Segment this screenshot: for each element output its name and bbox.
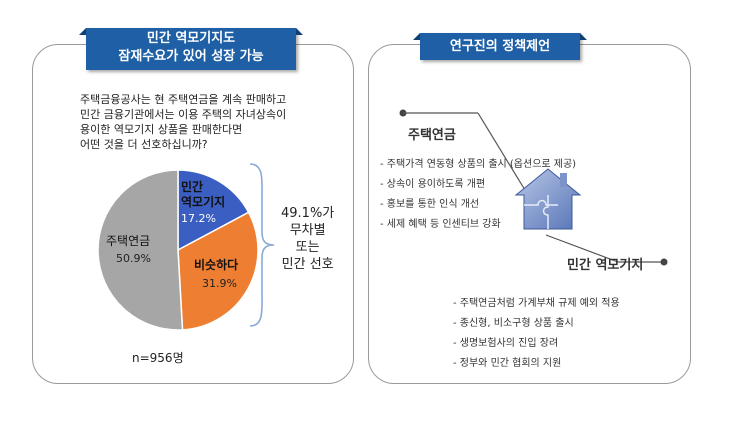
pie-slice-private [177, 169, 250, 252]
survey-question: 주택금융공사는 현 주택연금을 계속 판매하고 민간 금융기관에서는 이용 주택… [80, 92, 345, 152]
question-line: 용이한 역모기지 상품을 판매한다면 [80, 123, 243, 136]
slice-label-private: 민간 역모기지 [181, 180, 225, 210]
brace-line4: 민간 선호 [281, 257, 334, 272]
connector-lines [399, 109, 668, 266]
list-item: - 세제 혜택 등 인센티브 강화 [380, 219, 501, 230]
list-item: - 주택연금처럼 가계부채 규제 예외 적용 [453, 298, 620, 309]
list-item: - 홍보를 통한 인식 개선 [380, 199, 480, 210]
slice-label-private-line1: 민간 [181, 180, 204, 194]
list-item: - 정부와 민간 협회의 지원 [453, 358, 562, 369]
pie-slice-pension [97, 169, 184, 331]
list-item: - 상속이 용이하도록 개편 [380, 179, 486, 190]
brace-line1: 49.1%가 [281, 206, 335, 221]
right-banner: 연구진의 정책제언 [413, 33, 587, 60]
question-line: 민간 금융기관에서는 이용 주택의 자녀상속이 [80, 108, 287, 121]
section-title-private: 민간 역모기지 [567, 258, 644, 273]
sample-size: n=956명 [132, 351, 184, 365]
slice-label-similar: 비슷하다 [194, 258, 239, 272]
right-panel [368, 44, 691, 384]
left-banner-line1: 민간 역모기지도 [146, 31, 236, 46]
left-banner-line2: 잠재수요가 있어 성장 가능 [118, 49, 264, 64]
slice-label-pension: 주택연금 [106, 234, 151, 248]
curly-brace [249, 163, 275, 327]
pension-recommendations: - 주택가격 연동형 상품의 출시 (옵션으로 제공) - 상속이 용이하도록 … [380, 155, 576, 235]
brace-line2: 무차별 [289, 223, 326, 238]
house-puzzle-icon [514, 168, 582, 230]
list-item: - 종신형, 비소구형 상품 출시 [453, 318, 574, 329]
pie-slice-similar [177, 211, 259, 331]
section-title-pension: 주택연금 [408, 128, 456, 143]
left-banner: 민간 역모기지도 잠재수요가 있어 성장 가능 [79, 28, 303, 70]
question-line: 주택금융공사는 현 주택연금을 계속 판매하고 [80, 93, 287, 106]
slice-pct-pension: 50.9% [116, 252, 151, 265]
brace-annotation: 49.1%가 무차별 또는 민간 선호 [281, 205, 334, 273]
slice-pct-similar: 31.9% [202, 277, 237, 290]
list-item: - 생명보험사의 진입 장려 [453, 338, 559, 349]
brace-line3: 또는 [295, 240, 320, 255]
pie-chart [97, 169, 259, 331]
private-recommendations: - 주택연금처럼 가계부채 규제 예외 적용 - 종신형, 비소구형 상품 출시… [453, 294, 620, 374]
list-item: - 주택가격 연동형 상품의 출시 (옵션으로 제공) [380, 159, 577, 170]
slice-pct-private: 17.2% [181, 212, 216, 225]
slice-label-private-line2: 역모기지 [181, 195, 226, 209]
question-line: 어떤 것을 더 선호하십니까? [80, 138, 208, 151]
